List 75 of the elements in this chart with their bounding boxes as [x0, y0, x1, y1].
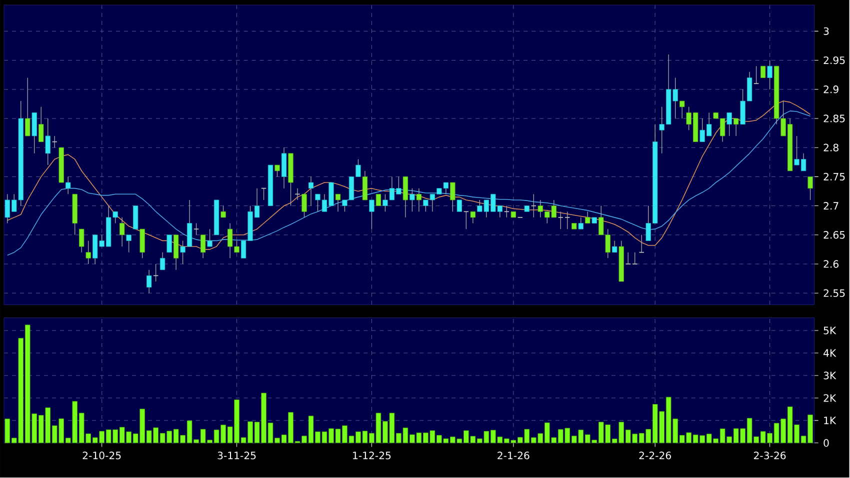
y-tick-label: 2.85 [824, 114, 845, 123]
y-tick-label: 0 [824, 439, 829, 447]
y-tick-label: 2.7 [824, 202, 838, 210]
y-tick-label: 1K [824, 416, 836, 424]
candlestick [504, 206, 510, 218]
candlestick [126, 234, 132, 253]
x-tick-label: 2-3-26 [754, 452, 786, 460]
y-tick-label: 2.65 [824, 231, 845, 239]
candlestick [45, 118, 50, 166]
y-tick-label: 5K [824, 326, 836, 335]
x-tick-label: 1-12-25 [353, 452, 391, 460]
candlestick [335, 194, 341, 212]
candlestick [193, 223, 200, 236]
x-tick-label: 3-11-25 [218, 452, 256, 460]
y-tick-label: 2K [824, 394, 836, 402]
candlestick [585, 211, 590, 224]
y-tick-label: 2.6 [824, 260, 838, 268]
candlestick [450, 182, 456, 212]
y-tick-label: 3K [824, 372, 836, 380]
candlestick [733, 118, 739, 136]
candlestick [207, 228, 212, 248]
candlestick [564, 211, 570, 230]
candlestick [133, 206, 138, 230]
candlestick [294, 188, 300, 201]
candlestick [152, 264, 159, 282]
candlestick [38, 106, 44, 142]
candlestick [146, 270, 152, 294]
candlestick [274, 164, 280, 178]
candlestick [220, 206, 226, 218]
y-tick-label: 3 [824, 28, 829, 36]
candlestick [369, 200, 374, 230]
candlestick [302, 194, 307, 218]
candlestick [416, 188, 422, 212]
candlestick [753, 66, 760, 84]
candlestick [808, 176, 813, 201]
candlestick [558, 211, 564, 230]
candlestick [578, 217, 584, 230]
candlestick [32, 112, 37, 154]
candlestick [463, 211, 470, 230]
candlestick [726, 112, 732, 136]
candlestick [638, 234, 644, 254]
candlestick [25, 78, 30, 136]
y-tick-label: 2.95 [824, 56, 845, 64]
y-tick-label: 2.9 [824, 86, 838, 94]
x-tick-label: 2-10-25 [82, 452, 121, 460]
candlestick [362, 170, 368, 201]
candlestick [160, 252, 166, 270]
candlestick [767, 60, 772, 90]
candlestick [470, 211, 476, 224]
x-tick-label: 2-2-26 [639, 452, 671, 460]
candlestick [402, 176, 408, 218]
candlestick [308, 176, 314, 206]
candlestick [281, 147, 287, 189]
candlestick [456, 200, 462, 212]
candlestick [120, 217, 125, 248]
candlestick [66, 176, 71, 195]
candlestick [632, 252, 638, 265]
y-tick-label: 4K [824, 350, 836, 357]
candlestick [410, 188, 415, 212]
candlestick [376, 194, 382, 206]
candlestick [200, 234, 206, 259]
candlestick [260, 188, 267, 201]
candlestick [680, 100, 685, 120]
candlestick [530, 194, 536, 218]
candlestick [760, 66, 766, 78]
y-tick-label: 2.75 [824, 173, 845, 181]
x-tick-label: 2-1-26 [498, 452, 530, 460]
candlestick [173, 234, 179, 270]
candlestick [166, 234, 172, 253]
y-tick-label: 2.8 [824, 144, 838, 152]
candlestick [86, 240, 91, 265]
candlestick [79, 228, 84, 253]
candlestick [140, 228, 145, 259]
candlestick [625, 252, 631, 265]
y-tick-label: 2.55 [824, 289, 845, 298]
